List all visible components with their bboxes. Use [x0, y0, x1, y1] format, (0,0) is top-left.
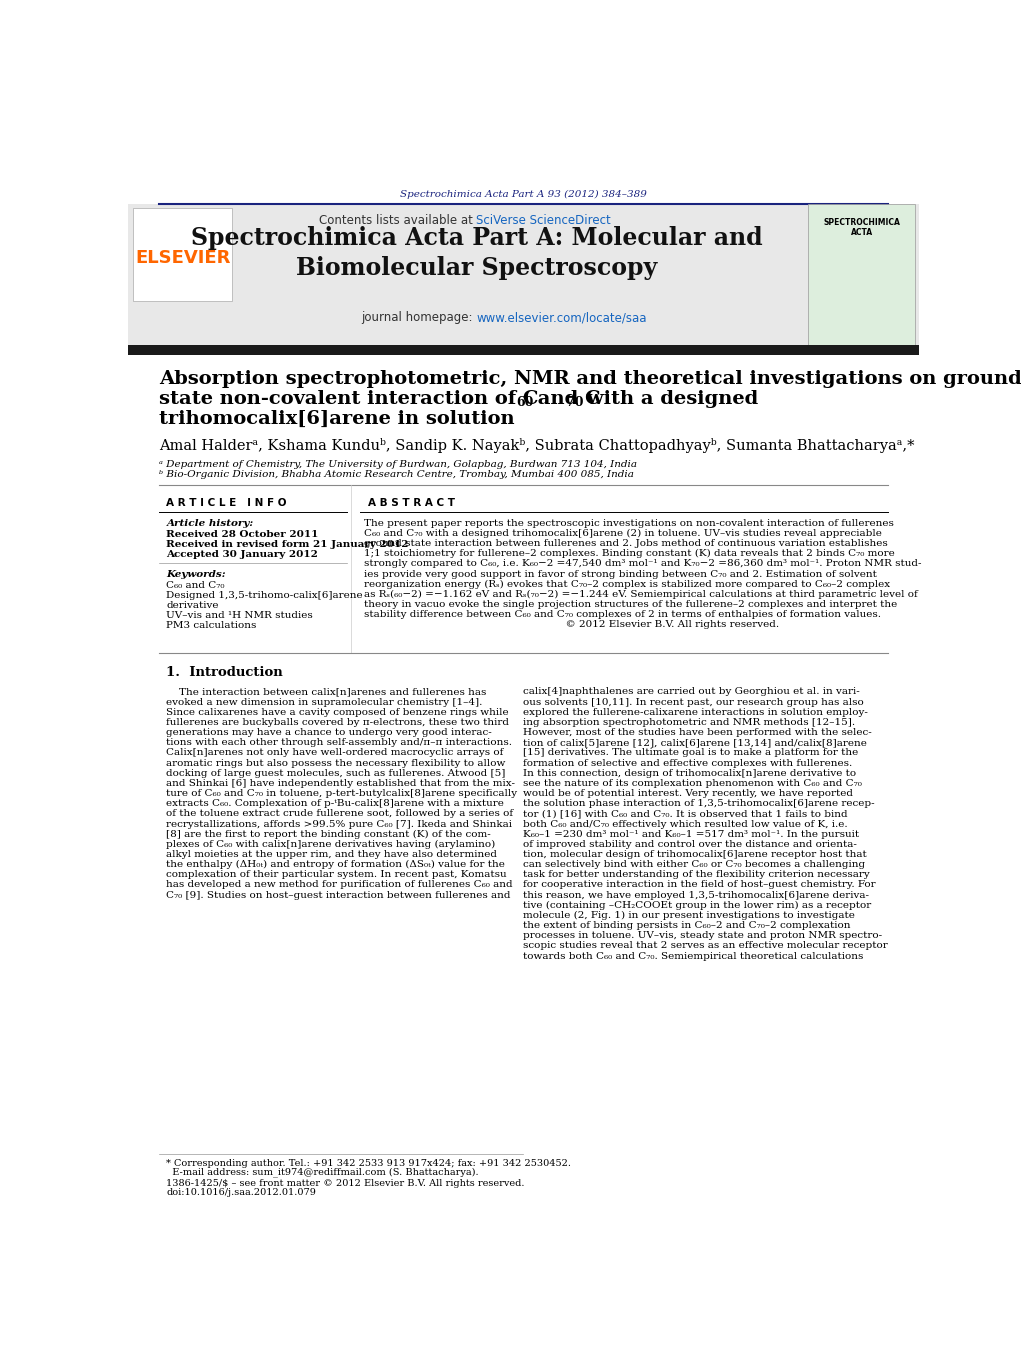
Text: In this connection, design of trihomocalix[n]arene derivative to: In this connection, design of trihomocal…	[523, 769, 856, 778]
Text: tive (containing –CH₂COOEt group in the lower rim) as a receptor: tive (containing –CH₂COOEt group in the …	[523, 901, 871, 909]
Text: generations may have a chance to undergo very good interac-: generations may have a chance to undergo…	[166, 728, 492, 738]
Text: ies provide very good support in favor of strong binding between C₇₀ and 2. Esti: ies provide very good support in favor o…	[364, 570, 877, 578]
Text: molecule (2, Fig. 1) in our present investigations to investigate: molecule (2, Fig. 1) in our present inve…	[523, 911, 855, 920]
Text: A R T I C L E   I N F O: A R T I C L E I N F O	[166, 499, 287, 508]
Text: © 2012 Elsevier B.V. All rights reserved.: © 2012 Elsevier B.V. All rights reserved…	[364, 620, 779, 630]
FancyBboxPatch shape	[128, 346, 919, 355]
Text: aromatic rings but also possess the necessary flexibility to allow: aromatic rings but also possess the nece…	[166, 758, 505, 767]
Text: reorganization energy (Rₛ) evokes that C₇₀–2 complex is stabilized more compared: reorganization energy (Rₛ) evokes that C…	[364, 580, 890, 589]
Text: doi:10.1016/j.saa.2012.01.079: doi:10.1016/j.saa.2012.01.079	[166, 1188, 317, 1197]
Text: K₆₀–1 =230 dm³ mol⁻¹ and K₆₀–1 =517 dm³ mol⁻¹. In the pursuit: K₆₀–1 =230 dm³ mol⁻¹ and K₆₀–1 =517 dm³ …	[523, 830, 859, 839]
FancyBboxPatch shape	[128, 204, 919, 346]
Text: plexes of C₆₀ with calix[n]arene derivatives having (arylamino): plexes of C₆₀ with calix[n]arene derivat…	[166, 840, 495, 848]
Text: 60: 60	[517, 396, 534, 409]
FancyBboxPatch shape	[808, 204, 915, 346]
Text: * Corresponding author. Tel.: +91 342 2533 913 917x424; fax: +91 342 2530452.: * Corresponding author. Tel.: +91 342 25…	[166, 1159, 572, 1167]
Text: would be of potential interest. Very recently, we have reported: would be of potential interest. Very rec…	[523, 789, 853, 798]
Text: evoked a new dimension in supramolecular chemistry [1–4].: evoked a new dimension in supramolecular…	[166, 697, 483, 707]
Text: and Shinkai [6] have independently established that from the mix-: and Shinkai [6] have independently estab…	[166, 780, 516, 788]
Text: www.elsevier.com/locate/saa: www.elsevier.com/locate/saa	[477, 311, 647, 324]
Text: C₆₀ and C₇₀: C₆₀ and C₇₀	[166, 581, 225, 590]
Text: explored the fullerene-calixarene interactions in solution employ-: explored the fullerene-calixarene intera…	[523, 708, 868, 717]
Text: Keywords:: Keywords:	[166, 570, 226, 580]
Text: SPECTROCHIMICA
ACTA: SPECTROCHIMICA ACTA	[823, 218, 900, 238]
Text: extracts C₆₀. Complexation of p-ᵗBu-calix[8]arene with a mixture: extracts C₆₀. Complexation of p-ᵗBu-cali…	[166, 800, 504, 808]
Text: this reason, we have employed 1,3,5-trihomocalix[6]arene deriva-: this reason, we have employed 1,3,5-trih…	[523, 890, 869, 900]
Text: 1;1 stoichiometry for fullerene–2 complexes. Binding constant (K) data reveals t: 1;1 stoichiometry for fullerene–2 comple…	[364, 549, 894, 558]
Text: C₇₀ [9]. Studies on host–guest interaction between fullerenes and: C₇₀ [9]. Studies on host–guest interacti…	[166, 890, 510, 900]
Text: ture of C₆₀ and C₇₀ in toluene, p-tert-butylcalix[8]arene specifically: ture of C₆₀ and C₇₀ in toluene, p-tert-b…	[166, 789, 518, 798]
Text: [15] derivatives. The ultimate goal is to make a platform for the: [15] derivatives. The ultimate goal is t…	[523, 748, 858, 758]
Text: the extent of binding persists in C₆₀–2 and C₇₀–2 complexation: the extent of binding persists in C₆₀–2 …	[523, 921, 850, 929]
Text: Article history:: Article history:	[166, 519, 253, 528]
Text: Received 28 October 2011: Received 28 October 2011	[166, 530, 319, 539]
Text: ous solvents [10,11]. In recent past, our research group has also: ous solvents [10,11]. In recent past, ou…	[523, 697, 864, 707]
Text: 70: 70	[567, 396, 584, 409]
Text: of the toluene extract crude fullerene soot, followed by a series of: of the toluene extract crude fullerene s…	[166, 809, 514, 819]
Text: Absorption spectrophotometric, NMR and theoretical investigations on ground: Absorption spectrophotometric, NMR and t…	[158, 370, 1021, 388]
Text: Contents lists available at: Contents lists available at	[319, 215, 477, 227]
Text: processes in toluene. UV–vis, steady state and proton NMR spectro-: processes in toluene. UV–vis, steady sta…	[523, 931, 882, 940]
Text: derivative: derivative	[166, 601, 218, 611]
Text: Calix[n]arenes not only have well-ordered macrocyclic arrays of: Calix[n]arenes not only have well-ordere…	[166, 748, 503, 758]
Text: docking of large guest molecules, such as fullerenes. Atwood [5]: docking of large guest molecules, such a…	[166, 769, 505, 778]
Text: E-mail address: sum_it974@rediffmail.com (S. Bhattacharya).: E-mail address: sum_it974@rediffmail.com…	[166, 1167, 479, 1177]
Text: Spectrochimica Acta Part A: Molecular and
Biomolecular Spectroscopy: Spectrochimica Acta Part A: Molecular an…	[191, 226, 763, 280]
Text: tions with each other through self-assembly and/π–π interactions.: tions with each other through self-assem…	[166, 738, 513, 747]
Text: 1386-1425/$ – see front matter © 2012 Elsevier B.V. All rights reserved.: 1386-1425/$ – see front matter © 2012 El…	[166, 1178, 525, 1188]
Text: recrystallizations, affords >99.5% pure C₆₀ [7]. Ikeda and Shinkai: recrystallizations, affords >99.5% pure …	[166, 820, 513, 828]
Text: scopic studies reveal that 2 serves as an effective molecular receptor: scopic studies reveal that 2 serves as a…	[523, 942, 887, 951]
Text: PM3 calculations: PM3 calculations	[166, 621, 256, 630]
Text: both C₆₀ and/C₇₀ effectively which resulted low value of K, i.e.: both C₆₀ and/C₇₀ effectively which resul…	[523, 820, 847, 828]
Text: for cooperative interaction in the field of host–guest chemistry. For: for cooperative interaction in the field…	[523, 881, 875, 889]
Text: Received in revised form 21 January 2012: Received in revised form 21 January 2012	[166, 539, 408, 549]
Text: fullerenes are buckyballs covered by π-electrons, these two third: fullerenes are buckyballs covered by π-e…	[166, 717, 509, 727]
Text: Accepted 30 January 2012: Accepted 30 January 2012	[166, 550, 319, 558]
FancyBboxPatch shape	[133, 208, 232, 301]
Text: A B S T R A C T: A B S T R A C T	[368, 499, 455, 508]
Text: tion of calix[5]arene [12], calix[6]arene [13,14] and/calix[8]arene: tion of calix[5]arene [12], calix[6]aren…	[523, 738, 867, 747]
Text: formation of selective and effective complexes with fullerenes.: formation of selective and effective com…	[523, 758, 853, 767]
Text: strongly compared to C₆₀, i.e. K₆₀−2 =47,540 dm³ mol⁻¹ and K₇₀−2 =86,360 dm³ mol: strongly compared to C₆₀, i.e. K₆₀−2 =47…	[364, 559, 922, 569]
Text: and C: and C	[531, 390, 600, 408]
Text: task for better understanding of the flexibility criterion necessary: task for better understanding of the fle…	[523, 870, 870, 880]
Text: ELSEVIER: ELSEVIER	[135, 250, 231, 267]
Text: see the nature of its complexation phenomenon with C₆₀ and C₇₀: see the nature of its complexation pheno…	[523, 780, 862, 788]
Text: Amal Halderᵃ, Kshama Kunduᵇ, Sandip K. Nayakᵇ, Subrata Chattopadhyayᵇ, Sumanta B: Amal Halderᵃ, Kshama Kunduᵇ, Sandip K. N…	[158, 438, 914, 453]
Text: [8] are the first to report the binding constant (K) of the com-: [8] are the first to report the binding …	[166, 830, 491, 839]
Text: tion, molecular design of trihomocalix[6]arene receptor host that: tion, molecular design of trihomocalix[6…	[523, 850, 867, 859]
Text: ᵇ Bio-Organic Division, Bhabha Atomic Research Centre, Trombay, Mumbai 400 085, : ᵇ Bio-Organic Division, Bhabha Atomic Re…	[158, 470, 633, 480]
Text: C₆₀ and C₇₀ with a designed trihomocalix[6]arene (2) in toluene. UV–vis studies : C₆₀ and C₇₀ with a designed trihomocalix…	[364, 528, 882, 538]
Text: calix[4]naphthalenes are carried out by Georghiou et al. in vari-: calix[4]naphthalenes are carried out by …	[523, 688, 860, 696]
Text: has developed a new method for purification of fullerenes C₆₀ and: has developed a new method for purificat…	[166, 881, 513, 889]
Text: stability difference between C₆₀ and C₇₀ complexes of 2 in terms of enthalpies o: stability difference between C₆₀ and C₇₀…	[364, 611, 881, 619]
Text: SciVerse ScienceDirect: SciVerse ScienceDirect	[477, 215, 612, 227]
Text: theory in vacuo evoke the single projection structures of the fullerene–2 comple: theory in vacuo evoke the single project…	[364, 600, 897, 609]
Text: The interaction between calix[n]arenes and fullerenes has: The interaction between calix[n]arenes a…	[166, 688, 487, 696]
Text: Spectrochimica Acta Part A 93 (2012) 384–389: Spectrochimica Acta Part A 93 (2012) 384…	[400, 190, 647, 199]
Text: The present paper reports the spectroscopic investigations on non-covalent inter: The present paper reports the spectrosco…	[364, 519, 893, 528]
Text: tor (1) [16] with C₆₀ and C₇₀. It is observed that 1 fails to bind: tor (1) [16] with C₆₀ and C₇₀. It is obs…	[523, 809, 847, 819]
Text: the solution phase interaction of 1,3,5-trihomocalix[6]arene recep-: the solution phase interaction of 1,3,5-…	[523, 800, 875, 808]
Text: ing absorption spectrophotometric and NMR methods [12–15].: ing absorption spectrophotometric and NM…	[523, 717, 855, 727]
Text: ᵃ Department of Chemistry, The University of Burdwan, Golapbag, Burdwan 713 104,: ᵃ Department of Chemistry, The Universit…	[158, 461, 637, 469]
Text: towards both C₆₀ and C₇₀. Semiempirical theoretical calculations: towards both C₆₀ and C₇₀. Semiempirical …	[523, 951, 863, 961]
Text: 1.  Introduction: 1. Introduction	[166, 666, 283, 680]
Text: of improved stability and control over the distance and orienta-: of improved stability and control over t…	[523, 840, 857, 848]
Text: trihomocalix[6]arene in solution: trihomocalix[6]arene in solution	[158, 411, 515, 428]
Text: ground state interaction between fullerenes and 2. Jobs method of continuous var: ground state interaction between fullere…	[364, 539, 887, 549]
Text: complexation of their particular system. In recent past, Komatsu: complexation of their particular system.…	[166, 870, 507, 880]
Text: Since calixarenes have a cavity composed of benzene rings while: Since calixarenes have a cavity composed…	[166, 708, 509, 717]
Text: as Rₛ(₆₀−2) =−1.162 eV and Rₛ(₇₀−2) =−1.244 eV. Semiempirical calculations at th: as Rₛ(₆₀−2) =−1.162 eV and Rₛ(₇₀−2) =−1.…	[364, 590, 918, 598]
Text: state non-covalent interaction of C: state non-covalent interaction of C	[158, 390, 538, 408]
Text: UV–vis and ¹H NMR studies: UV–vis and ¹H NMR studies	[166, 611, 313, 620]
Text: with a designed: with a designed	[580, 390, 759, 408]
Text: However, most of the studies have been performed with the selec-: However, most of the studies have been p…	[523, 728, 872, 738]
Text: can selectively bind with either C₆₀ or C₇₀ becomes a challenging: can selectively bind with either C₆₀ or …	[523, 861, 865, 869]
Text: the enthalpy (ΔH₀ₜ) and entropy of formation (ΔS₀ₜ) value for the: the enthalpy (ΔH₀ₜ) and entropy of forma…	[166, 861, 505, 869]
Text: alkyl moieties at the upper rim, and they have also determined: alkyl moieties at the upper rim, and the…	[166, 850, 497, 859]
Text: journal homepage:: journal homepage:	[361, 311, 477, 324]
Text: Designed 1,3,5-trihomo-calix[6]arene: Designed 1,3,5-trihomo-calix[6]arene	[166, 592, 363, 600]
